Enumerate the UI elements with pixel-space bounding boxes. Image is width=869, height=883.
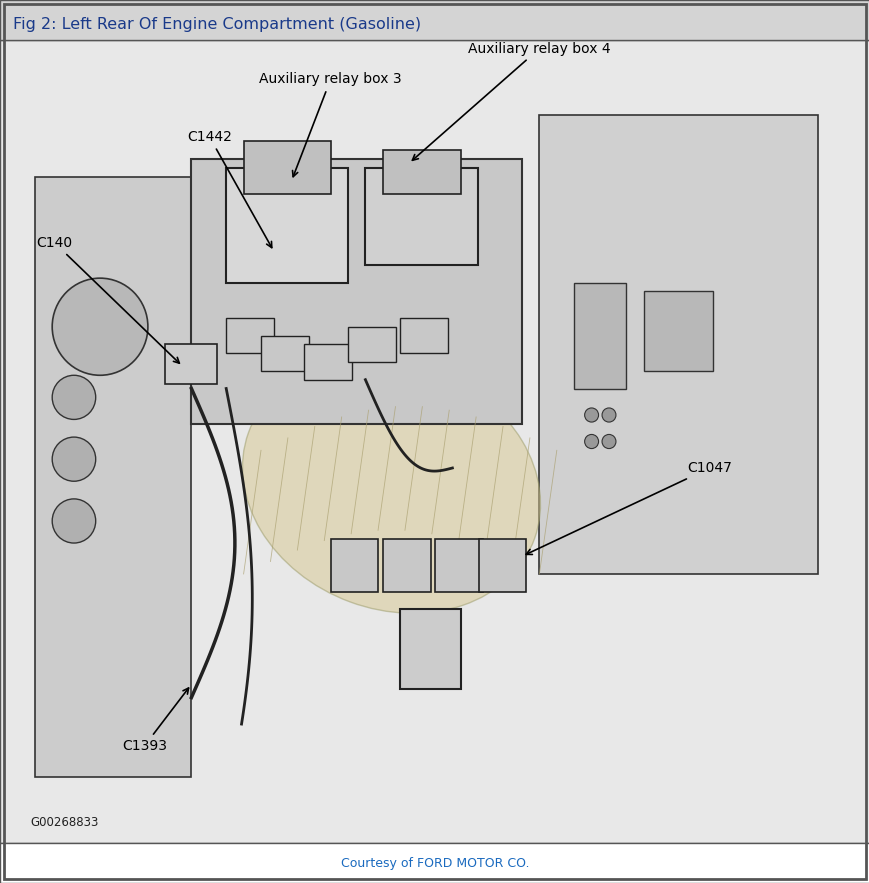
Circle shape (52, 278, 148, 375)
Text: G00268833: G00268833 (30, 817, 99, 829)
Bar (243, 141, 330, 194)
Circle shape (601, 408, 615, 422)
Text: Fig 2: Left Rear Of Engine Compartment (Gasoline): Fig 2: Left Rear Of Engine Compartment (… (13, 17, 421, 32)
Bar (261, 336, 308, 371)
Text: C1047: C1047 (526, 461, 732, 555)
Circle shape (601, 434, 615, 449)
Bar (348, 327, 395, 362)
Text: C140: C140 (36, 236, 179, 363)
Bar (0, 0, 869, 40)
Bar (226, 318, 274, 353)
Text: Auxiliary relay box 4: Auxiliary relay box 4 (412, 42, 610, 161)
Bar (382, 539, 430, 592)
Circle shape (52, 375, 96, 419)
Circle shape (52, 499, 96, 543)
Text: Courtesy of FORD MOTOR CO.: Courtesy of FORD MOTOR CO. (341, 857, 528, 870)
Bar (539, 115, 817, 574)
Circle shape (584, 434, 598, 449)
Bar (35, 177, 191, 777)
Text: C1393: C1393 (122, 688, 189, 753)
Bar (382, 150, 461, 194)
Bar (330, 539, 378, 592)
Bar (400, 318, 448, 353)
Ellipse shape (242, 358, 540, 614)
Circle shape (584, 408, 598, 422)
Bar (191, 159, 521, 424)
Bar (400, 609, 461, 689)
Text: Auxiliary relay box 3: Auxiliary relay box 3 (259, 72, 401, 177)
Bar (434, 539, 482, 592)
Bar (0, 843, 869, 883)
Bar (574, 283, 626, 389)
Bar (304, 344, 352, 380)
Circle shape (52, 437, 96, 481)
Bar (226, 168, 348, 283)
Bar (365, 168, 478, 265)
Bar (165, 344, 217, 384)
Bar (643, 291, 713, 371)
Text: C1442: C1442 (187, 130, 271, 247)
Bar (478, 539, 526, 592)
